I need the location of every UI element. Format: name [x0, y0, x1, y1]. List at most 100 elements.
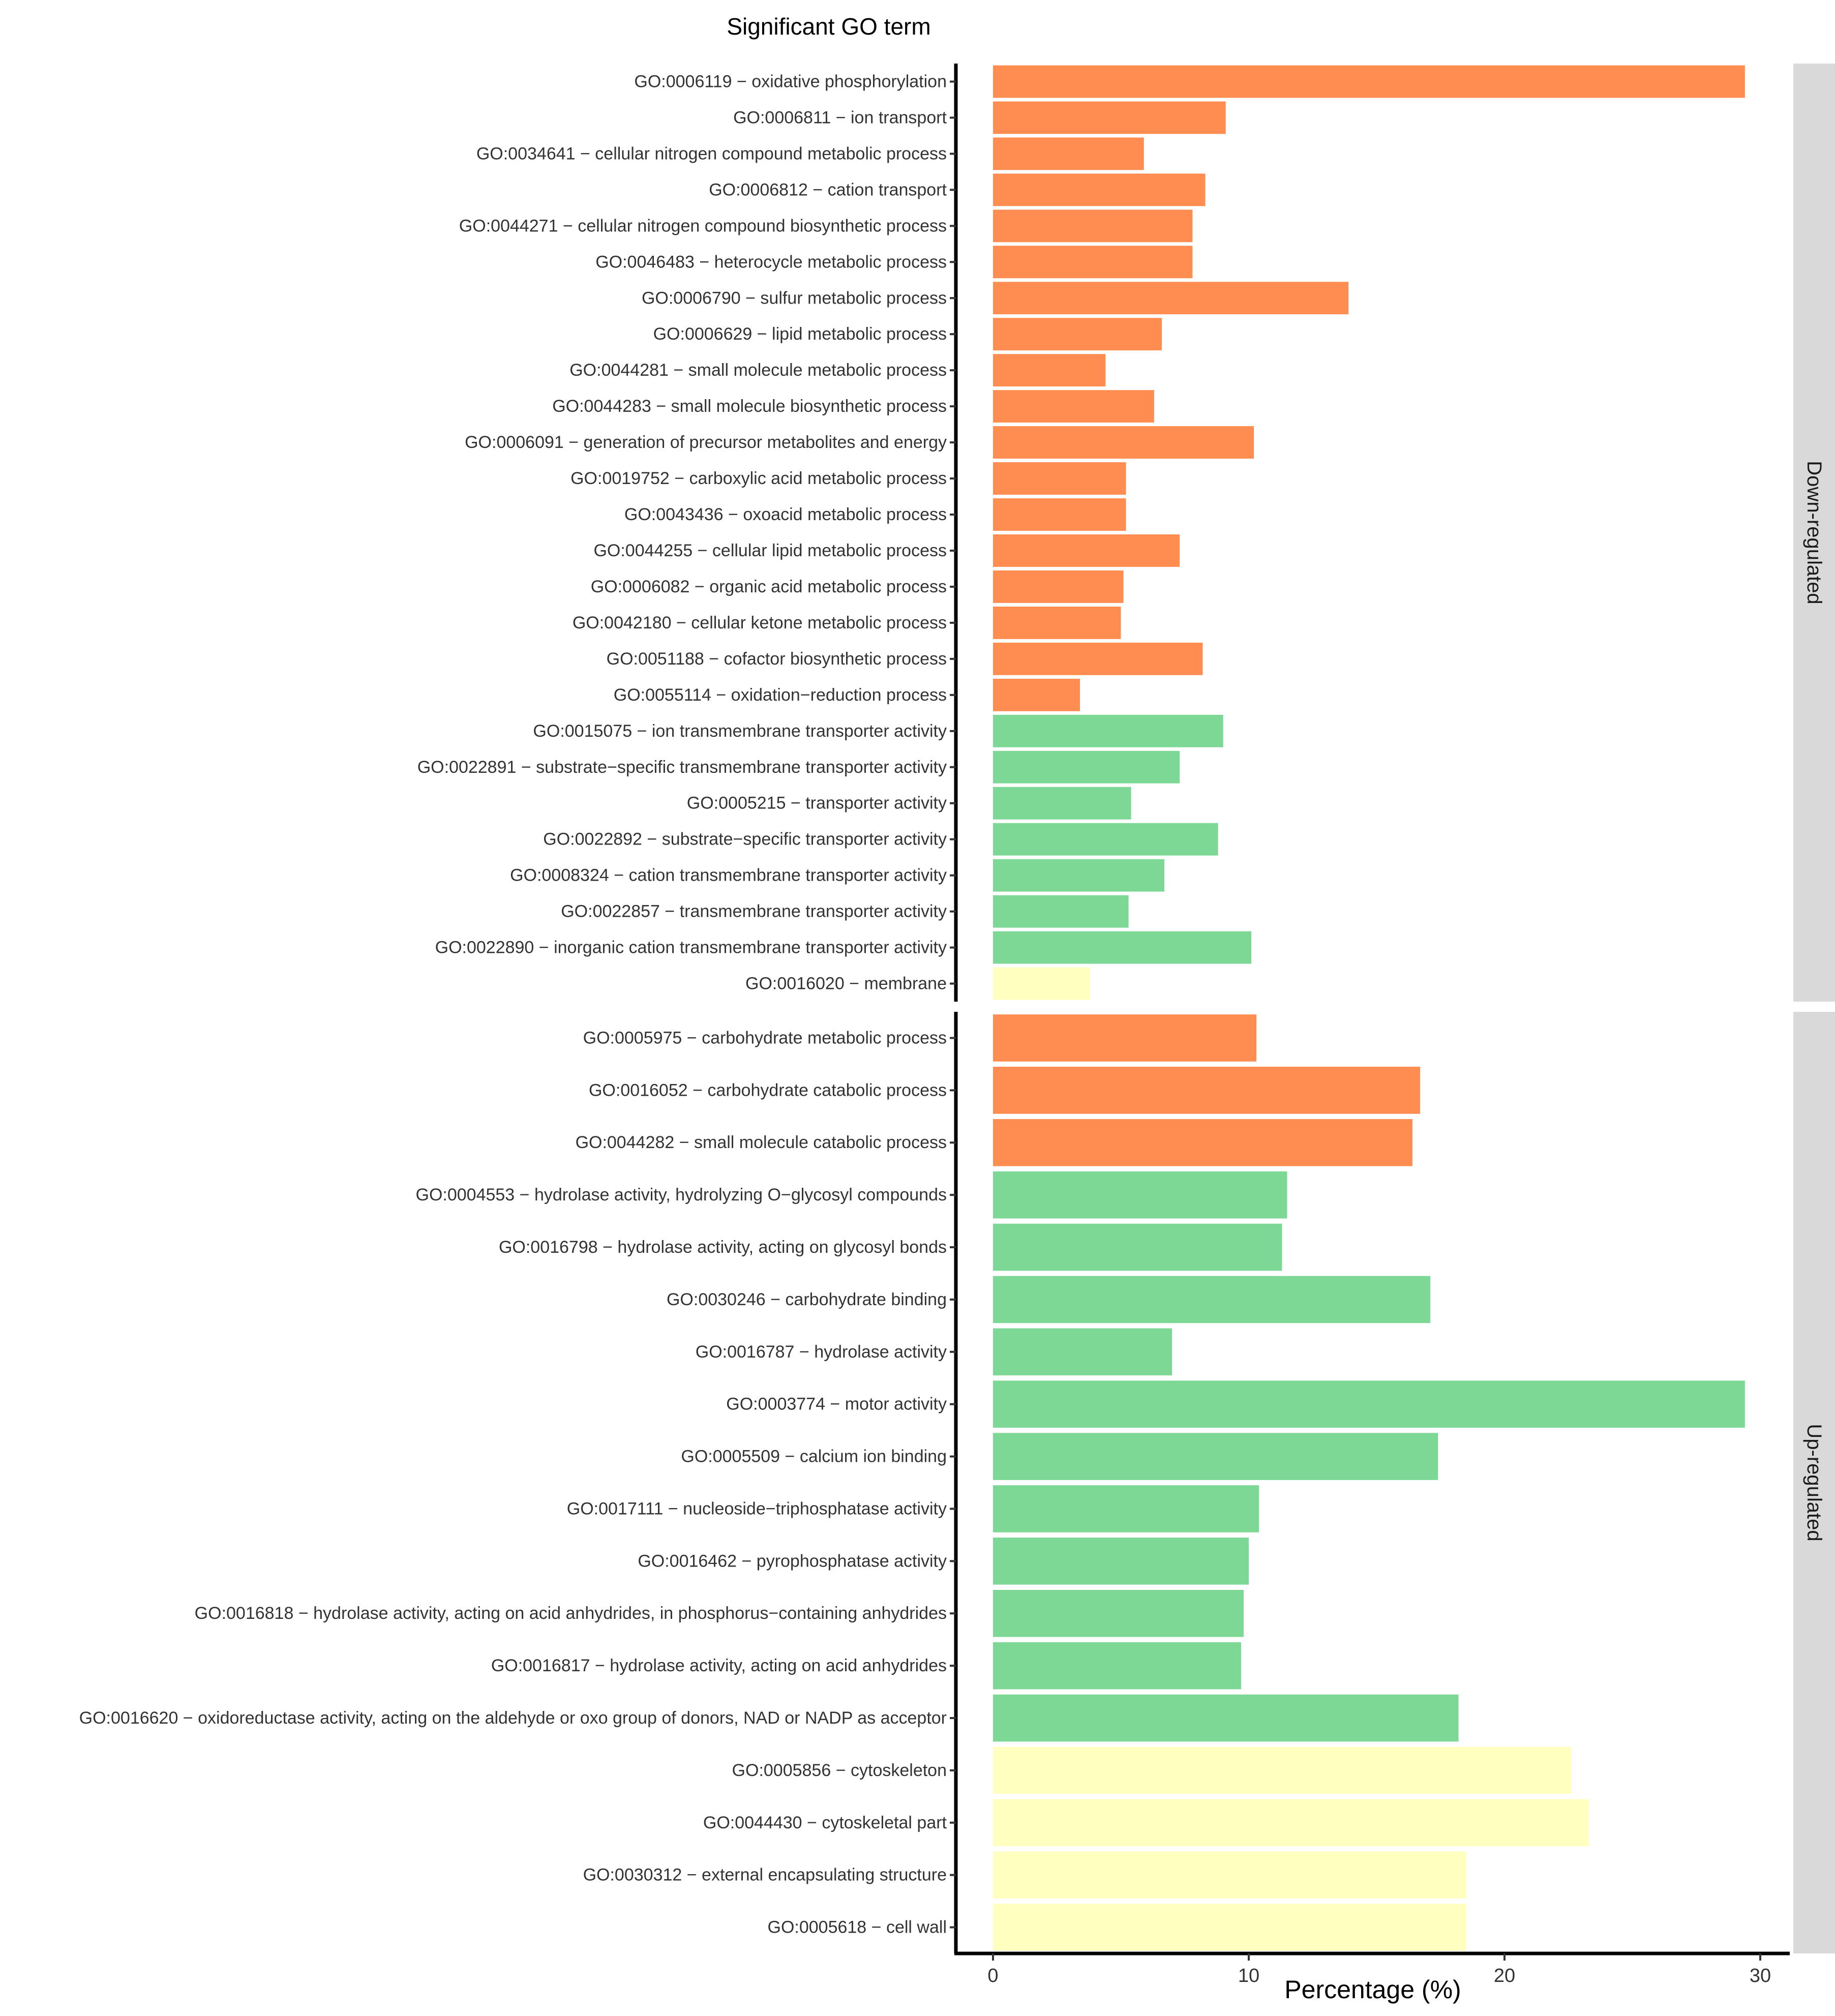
- bar: [993, 714, 1223, 747]
- bar: [993, 209, 1193, 243]
- bar: [993, 1642, 1241, 1690]
- bar: [993, 570, 1124, 603]
- bar: [993, 1171, 1287, 1219]
- y-tick-label: GO:0005975 − carbohydrate metabolic proc…: [583, 1028, 947, 1047]
- y-tick-label: GO:0034641 − cellular nitrogen compound …: [476, 144, 947, 163]
- bar: [993, 750, 1180, 784]
- y-tick-label: GO:0005509 − calcium ion binding: [681, 1447, 947, 1466]
- bar: [993, 1589, 1244, 1637]
- bar: [993, 859, 1165, 892]
- bar: [993, 823, 1218, 856]
- y-tick-label: GO:0043436 − oxoacid metabolic process: [624, 505, 947, 524]
- y-tick-label: GO:0006812 − cation transport: [709, 180, 947, 199]
- y-tick-label: GO:0015075 − ion transmembrane transport…: [533, 721, 947, 741]
- bar: [993, 173, 1206, 206]
- bar: [993, 534, 1180, 567]
- y-tick-label: GO:0022857 − transmembrane transporter a…: [561, 902, 947, 921]
- bar: [993, 101, 1226, 134]
- y-tick-label: GO:0016020 − membrane: [745, 974, 947, 994]
- y-tick-label: GO:0006119 − oxidative phosphorylation: [634, 72, 947, 91]
- y-tick-label: GO:0006629 − lipid metabolic process: [653, 324, 947, 344]
- bar: [993, 137, 1144, 170]
- bar: [993, 967, 1091, 1000]
- x-tick-label: 10: [1238, 1965, 1259, 1987]
- x-axis: 0 10 20 30: [954, 1951, 1790, 1987]
- y-tick-label: GO:0042180 − cellular ketone metabolic p…: [573, 613, 947, 633]
- bar: [993, 462, 1126, 495]
- bar: [993, 895, 1129, 928]
- y-tick-label: GO:0022892 − substrate−specific transpor…: [543, 830, 947, 849]
- y-tick-label: GO:0006091 − generation of precursor met…: [465, 433, 947, 452]
- bar: [993, 1223, 1282, 1271]
- y-tick-label: GO:0055114 − oxidation−reduction process: [614, 685, 947, 705]
- y-tick-label: GO:0030312 − external encapsulating stru…: [583, 1865, 947, 1885]
- bar: [993, 787, 1131, 820]
- bar: [993, 1276, 1431, 1323]
- bar: [993, 678, 1080, 711]
- facet-strip: [1793, 64, 1835, 1002]
- panel-down-regulated: Down-regulated GO:0006119 − oxidative pho…: [417, 64, 1835, 1002]
- y-tick-label: GO:0019752 − carboxylic acid metabolic p…: [570, 469, 947, 488]
- y-tick-label: GO:0005215 − transporter activity: [687, 794, 947, 813]
- x-tick-label: 30: [1750, 1965, 1771, 1987]
- bar: [993, 426, 1254, 459]
- y-tick-label: GO:0004553 − hydrolase activity, hydroly…: [416, 1185, 947, 1205]
- bar: [993, 1380, 1745, 1428]
- bar: [993, 1538, 1249, 1585]
- bar: [993, 1851, 1466, 1899]
- y-tick-label: GO:0046483 − heterocycle metabolic proce…: [595, 252, 947, 272]
- y-tick-label: GO:0051188 − cofactor biosynthetic proce…: [607, 649, 947, 669]
- bar: [993, 1747, 1571, 1794]
- y-tick-label: GO:0016052 − carbohydrate catabolic proc…: [589, 1080, 947, 1100]
- bar: [993, 65, 1745, 98]
- bar: [993, 354, 1106, 387]
- bar: [993, 931, 1252, 964]
- x-tick-label: 0: [987, 1965, 998, 1987]
- y-tick-label: GO:0008324 − cation transmembrane transp…: [510, 866, 947, 885]
- y-tick-label: GO:0044255 − cellular lipid metabolic pr…: [593, 541, 947, 560]
- y-tick-label: GO:0044282 − small molecule catabolic pr…: [576, 1133, 947, 1152]
- bar: [993, 282, 1349, 315]
- x-axis-title: Percentage (%): [1284, 1975, 1461, 2004]
- y-tick-label: GO:0030246 − carbohydrate binding: [667, 1290, 947, 1309]
- facet-strip: [1793, 1012, 1835, 1953]
- panels-layer: Down-regulated GO:0006119 − oxidative pho…: [79, 64, 1835, 1953]
- y-tick-label: GO:0005618 − cell wall: [768, 1918, 947, 1937]
- y-tick-label: GO:0016620 − oxidoreductase activity, ac…: [79, 1708, 947, 1728]
- y-tick-label: GO:0006082 − organic acid metabolic proc…: [591, 577, 947, 596]
- bar: [993, 642, 1203, 675]
- y-tick-label: GO:0044271 − cellular nitrogen compound …: [459, 216, 947, 235]
- bar: [993, 246, 1193, 279]
- bar: [993, 1119, 1412, 1166]
- facet-strip-label: Down-regulated: [1803, 461, 1825, 604]
- y-tick-label: GO:0044430 − cytoskeletal part: [703, 1813, 947, 1832]
- bar: [993, 390, 1154, 423]
- y-tick-label: GO:0016817 − hydrolase activity, acting …: [491, 1656, 947, 1675]
- y-tick-label: GO:0016462 − pyrophosphatase activity: [638, 1551, 947, 1571]
- facet-strip-label: Up-regulated: [1803, 1424, 1825, 1541]
- bar: [993, 1328, 1172, 1376]
- y-tick-label: GO:0044281 − small molecule metabolic pr…: [569, 360, 947, 380]
- bar: [993, 1433, 1438, 1480]
- y-tick-label: GO:0006790 − sulfur metabolic process: [642, 288, 947, 308]
- x-tick-label: 20: [1494, 1965, 1515, 1987]
- y-tick-label: GO:0016818 − hydrolase activity, acting …: [195, 1604, 947, 1623]
- y-tick-label: GO:0016787 − hydrolase activity: [696, 1342, 947, 1362]
- y-tick-label: GO:0006811 − ion transport: [733, 108, 947, 127]
- panel-up-regulated: Up-regulated GO:0005975 − carbohydrate me…: [79, 1012, 1835, 1953]
- y-tick-label: GO:0044283 − small molecule biosynthetic…: [552, 397, 947, 416]
- bar: [993, 1014, 1257, 1062]
- bar: [993, 1799, 1589, 1847]
- y-tick-label: GO:0003774 − motor activity: [726, 1395, 947, 1414]
- bar: [993, 1904, 1466, 1951]
- bar: [993, 606, 1121, 639]
- bar: [993, 1067, 1421, 1114]
- chart-title: Significant GO term: [727, 13, 930, 40]
- y-tick-label: GO:0016798 − hydrolase activity, acting …: [499, 1238, 947, 1257]
- bar: [993, 498, 1126, 531]
- y-tick-label: GO:0017111 − nucleoside−triphosphatase a…: [567, 1499, 947, 1518]
- y-tick-label: GO:0022891 − substrate−specific transmem…: [417, 758, 947, 777]
- bar: [993, 318, 1162, 351]
